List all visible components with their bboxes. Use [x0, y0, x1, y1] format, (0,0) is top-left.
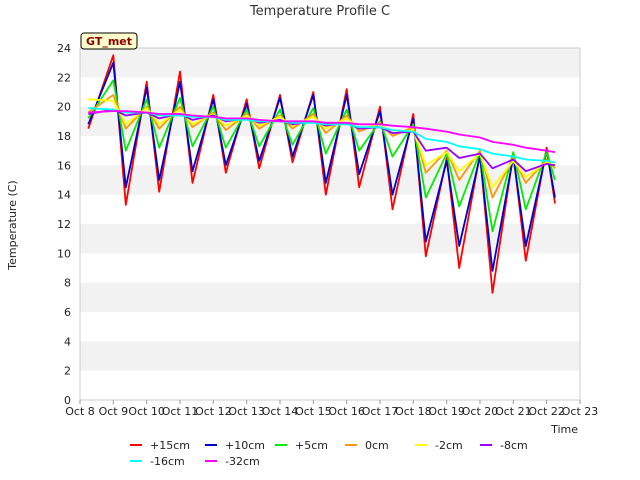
y-tick-label: 2: [64, 365, 71, 378]
y-tick-label: 12: [57, 218, 71, 231]
legend-label: -2cm: [435, 439, 463, 452]
x-tick-label: Oct 23: [562, 405, 599, 418]
series-lines: [87, 54, 556, 294]
grid-band: [80, 341, 580, 371]
legend-label: +15cm: [150, 439, 190, 452]
grid-bands: [80, 48, 580, 400]
y-tick-label: 4: [64, 335, 71, 348]
x-tick-label: Oct 15: [295, 405, 332, 418]
legend-label: -16cm: [150, 455, 185, 468]
x-tick-label: Oct 19: [428, 405, 465, 418]
x-axis-label: Time: [550, 423, 578, 436]
y-tick-label: 6: [64, 306, 71, 319]
site-label: GT_met: [86, 35, 132, 48]
x-tick-label: Oct 14: [262, 405, 299, 418]
grid-band: [80, 253, 580, 283]
x-tick-label: Oct 17: [362, 405, 399, 418]
legend-label: -32cm: [225, 455, 260, 468]
chart-title: Temperature Profile C: [249, 4, 390, 19]
legend-label: -8cm: [500, 439, 528, 452]
series-line--16cm: [88, 107, 556, 164]
x-tick-label: Oct 22: [528, 405, 565, 418]
y-tick-label: 8: [64, 277, 71, 290]
site-badge: GT_met: [80, 32, 138, 50]
y-tick-label: 18: [57, 130, 71, 143]
site-badge-box: [80, 32, 138, 50]
x-tick-label: Oct 13: [228, 405, 265, 418]
y-tick-label: 10: [57, 247, 71, 260]
y-tick-label: 20: [57, 101, 71, 114]
x-tick-label: Oct 11: [162, 405, 199, 418]
y-tick-label: 24: [57, 42, 71, 55]
x-tick-label: Oct 18: [395, 405, 432, 418]
x-tick-label: Oct 9: [99, 405, 129, 418]
legend-label: +10cm: [225, 439, 265, 452]
grid-band: [80, 48, 580, 78]
legend-label: +5cm: [295, 439, 328, 452]
grid-band: [80, 370, 580, 400]
x-tick-label: Oct 12: [195, 405, 232, 418]
x-tick-label: Oct 20: [462, 405, 499, 418]
plot-frame: [79, 47, 581, 401]
y-tick-label: 0: [64, 394, 71, 407]
legend: +15cm +10cm +5cm 0cm -2cm -8cm -16cm -32cm: [130, 439, 528, 468]
y-tick-label: 16: [57, 159, 71, 172]
x-tick-label: Oct 10: [128, 405, 165, 418]
x-tick-label: Oct 21: [495, 405, 532, 418]
series-line--32cm: [88, 110, 556, 153]
y-axis-label: Temperature (C): [6, 180, 19, 270]
y-tick-label: 14: [57, 189, 71, 202]
legend-label: 0cm: [365, 439, 389, 452]
x-tick-label: Oct 16: [328, 405, 365, 418]
x-tick-label: Oct 8: [65, 405, 95, 418]
grid-band: [80, 282, 580, 312]
grid-band: [80, 224, 580, 254]
grid-band: [80, 77, 580, 107]
grid-band: [80, 312, 580, 342]
y-tick-label: 22: [57, 71, 71, 84]
grid-band: [80, 194, 580, 224]
